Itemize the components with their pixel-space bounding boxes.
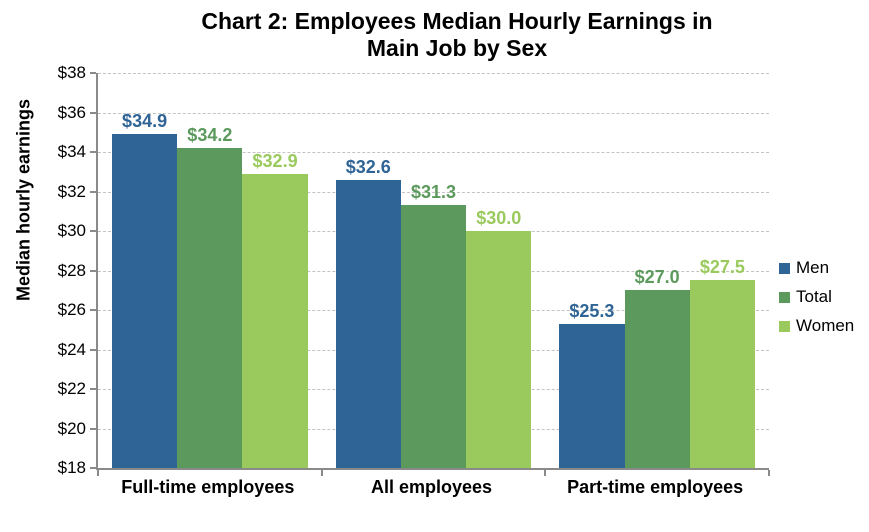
bar-value-label: $32.9: [252, 150, 298, 171]
bar-value-label: $34.2: [187, 125, 233, 146]
legend-swatch-icon: [779, 291, 790, 303]
x-category-label: Full-time employees: [121, 477, 295, 497]
plot-area: $34.9 $34.2 $32.9 $32.6 $31.3 $30.0 $25.3 $27.0…: [90, 72, 770, 476]
gridline: [98, 152, 769, 153]
legend-swatch-icon: [779, 320, 790, 332]
y-tick-label: $34: [57, 142, 86, 161]
legend-label: Total: [796, 287, 832, 306]
gridline: [98, 112, 769, 114]
y-axis-tick: [90, 111, 96, 114]
legend-label: Men: [796, 258, 830, 277]
y-tick-label: $32: [57, 181, 86, 201]
bar-total-1: [177, 148, 243, 468]
bar-value-label: $32.6: [345, 156, 391, 177]
legend-item-total: Total: [779, 287, 854, 307]
x-axis-tick: [97, 470, 99, 476]
y-axis-tick: [90, 309, 96, 311]
y-axis-tick: [90, 348, 96, 351]
bar-men-1: [111, 134, 178, 468]
legend-item-women: Women: [779, 316, 854, 336]
chart-title: Chart 2: Employees Median Hourly Earning…: [201, 8, 713, 61]
y-tick-label: $26: [57, 300, 86, 319]
y-tick-label: $28: [57, 260, 86, 280]
legend-swatch-icon: [779, 262, 790, 274]
bar-women-1: [242, 173, 308, 468]
x-axis-tick: [544, 470, 547, 476]
y-axis-tick: [90, 151, 96, 153]
bar-value-label: $25.3: [569, 300, 615, 321]
legend-label: Women: [796, 316, 855, 335]
gridline: [98, 191, 769, 193]
bar-value-label: $31.3: [410, 182, 457, 203]
y-tick-label: $18: [57, 458, 86, 477]
bar-value-label: $34.9: [122, 111, 168, 132]
legend-item-men: Men: [779, 258, 854, 278]
x-category-label: Part-time employees: [567, 477, 744, 497]
bar-women-3: [689, 280, 756, 468]
bar-value-label: $30.0: [476, 208, 522, 228]
y-axis-tick: [90, 467, 96, 469]
y-tick-label: $20: [57, 418, 86, 438]
bar-women-2: [466, 231, 532, 468]
y-axis-tick: [90, 190, 96, 193]
y-tick-label: $36: [57, 102, 86, 122]
x-axis-tick: [320, 470, 323, 476]
bar-total-3: [624, 290, 690, 468]
y-tick-label: $24: [57, 339, 86, 359]
y-tick-label: $38: [57, 63, 86, 82]
bar-total-2: [400, 205, 467, 468]
x-axis-tick: [768, 470, 770, 476]
y-axis-tick: [90, 388, 96, 390]
y-axis-tick: [90, 72, 96, 74]
bar-value-label: $27.5: [699, 257, 745, 278]
bar-men-3: [559, 323, 625, 468]
legend: Men Total Women: [779, 258, 854, 345]
gridline: [98, 73, 769, 74]
y-axis-tick: [90, 269, 96, 272]
x-category-label: All employees: [370, 477, 493, 497]
y-axis-tick: [90, 427, 96, 430]
y-tick-label: $22: [57, 379, 86, 398]
y-axis-tick: [90, 230, 96, 232]
bar-value-label: $27.0: [634, 267, 680, 288]
bar-men-2: [335, 179, 401, 468]
y-tick-label: $30: [57, 221, 86, 240]
